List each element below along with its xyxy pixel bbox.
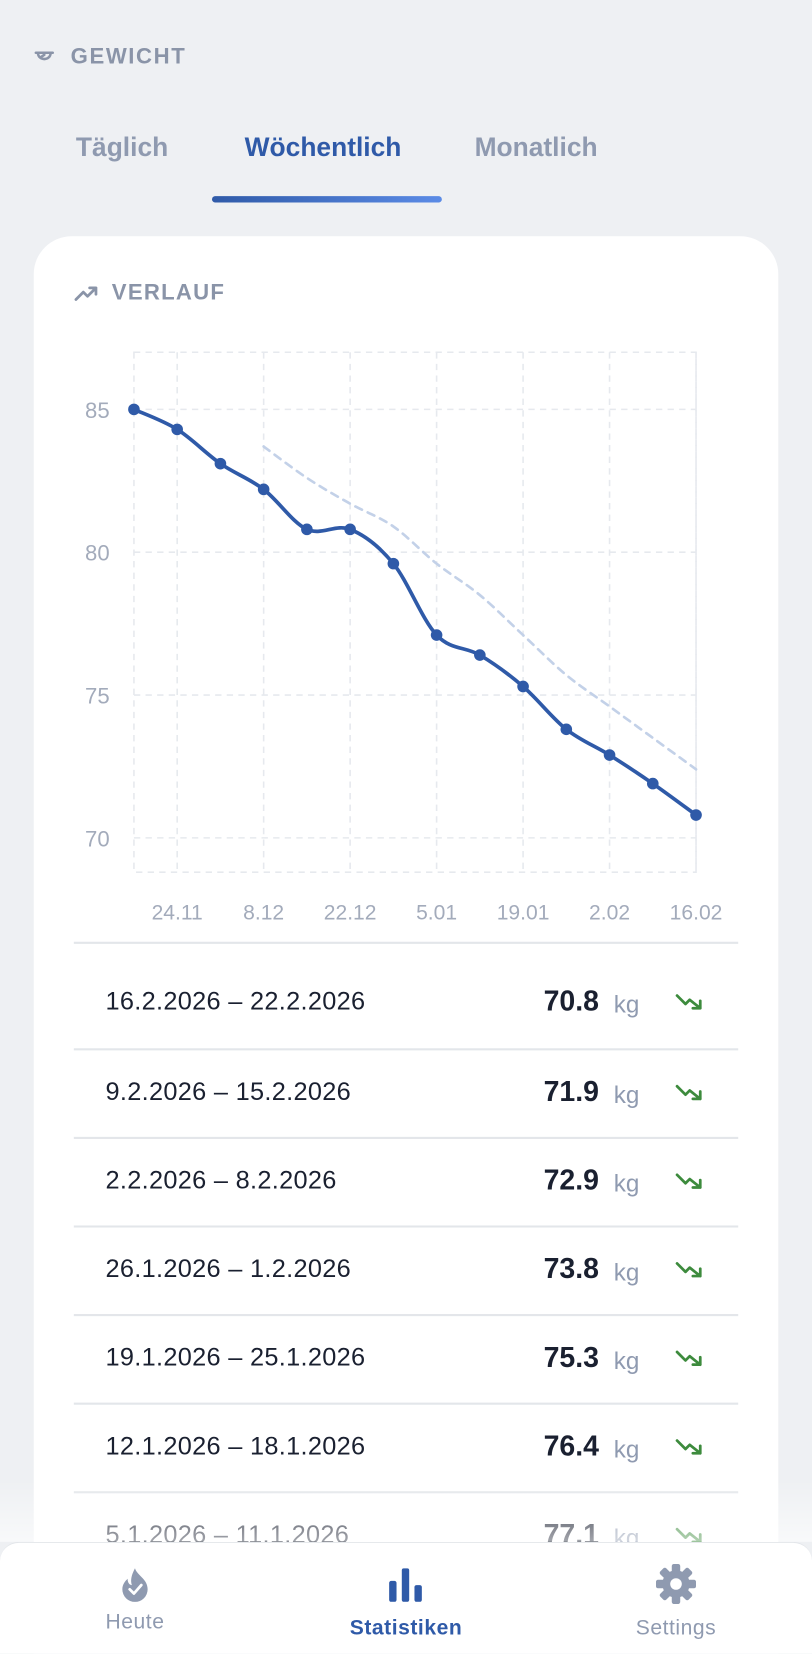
card [33,236,779,1654]
week-range: 19.1.2026 – 25.1.2026 [105,1343,366,1373]
trend-down-icon [675,994,702,1010]
plot-frame [133,351,697,873]
bottom-nav: Heute Statistiken Settings [0,1541,812,1654]
gear-icon[interactable] [655,1563,697,1605]
x-tick-label: 19.01 [497,902,550,925]
nav-label[interactable]: Heute [105,1610,165,1634]
trend-icon [74,286,98,301]
nav-label-active[interactable]: Statistiken [349,1616,463,1640]
stats-icon[interactable] [388,1568,424,1602]
week-row: 19.1.2026 – 25.1.2026 75.3 kg [73,1314,739,1405]
week-row: 9.2.2026 – 15.2.2026 71.9 kg [73,1048,739,1139]
trend-down-icon [675,1262,702,1278]
week-range: 2.2.2026 – 8.2.2026 [105,1166,337,1195]
weight-line [132,407,698,817]
tab[interactable]: Täglich [75,132,169,163]
point [430,629,443,641]
tab[interactable]: Monatlich [474,132,598,163]
trend-down-icon [675,1350,702,1367]
week-value: 71.9 [543,1075,600,1108]
week-row: 12.1.2026 – 18.1.2026 76.4 kg [73,1402,739,1494]
y-tick-label: 75 [85,683,110,708]
trend-down-icon [675,1439,702,1455]
unit: kg [613,1258,640,1286]
unit: kg [613,1169,640,1197]
trend-down-icon [675,1173,702,1189]
week-value: 70.8 [543,984,600,1017]
section-title: GEWICHT [70,44,187,69]
point [603,749,616,761]
y-tick-label: 70 [85,826,110,851]
week-value: 72.9 [543,1164,600,1196]
week-row: 26.1.2026 – 1.2.2026 73.8 kg [73,1225,739,1316]
y-tick-label: 85 [85,398,110,423]
week-value: 76.4 [543,1430,600,1462]
tab-indicator [211,196,442,203]
week-value: 75.3 [543,1341,600,1374]
nav-label[interactable]: Settings [635,1616,717,1640]
trend-line [262,445,698,771]
point [257,483,270,496]
unit: kg [613,1080,640,1109]
point [301,523,313,536]
week-range: 16.2.2026 – 22.2.2026 [105,987,366,1016]
tab-active[interactable]: Wöchentlich [244,132,402,163]
week-range: 9.2.2026 – 15.2.2026 [105,1077,352,1107]
weight-icon [34,51,54,61]
chart: 70 75 80 85 24.11 8.12 22.12 5.01 19.01 2.02 16.02 [73,351,739,944]
unit: kg [613,1346,640,1375]
trend-down-icon [675,1084,702,1101]
card-title: VERLAUF [111,280,226,305]
point [690,809,702,821]
unit: kg [613,990,640,1018]
unit: kg [613,1435,640,1463]
point [344,523,356,536]
week-row: 2.2.2026 – 8.2.2026 72.9 kg [73,1136,739,1228]
x-tick-label: 8.12 [243,902,284,925]
x-tick-label: 16.02 [670,902,723,925]
y-tick-label: 80 [85,541,110,566]
point [646,777,659,790]
x-tick-label: 2.02 [589,902,630,925]
point [560,723,573,736]
week-value: 73.8 [543,1252,600,1285]
x-tick-label: 24.11 [152,902,203,925]
point [214,457,227,470]
point [517,680,529,693]
x-tick-label: 22.12 [324,902,377,925]
flame-icon[interactable] [118,1566,152,1604]
point [171,423,183,436]
point [128,403,140,416]
point [387,557,400,570]
point [474,649,486,661]
week-row: 16.2.2026 – 22.2.2026 70.8 kg [74,960,738,1049]
week-range: 12.1.2026 – 18.1.2026 [105,1432,366,1461]
fade [0,1476,812,1542]
x-tick-label: 5.01 [416,902,457,925]
week-range: 26.1.2026 – 1.2.2026 [105,1254,352,1284]
